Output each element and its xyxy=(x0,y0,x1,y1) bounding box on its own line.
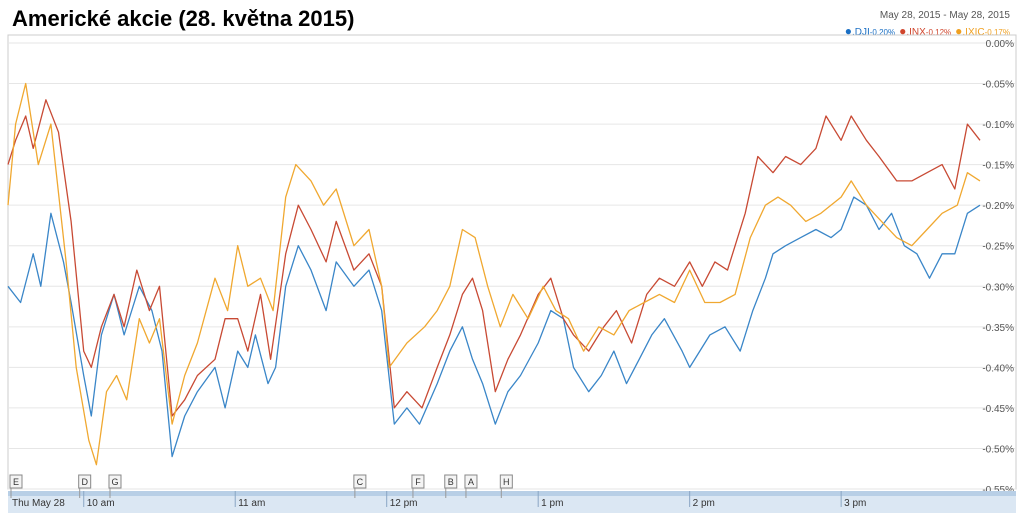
legend-dot-icon: ● xyxy=(899,24,907,38)
legend: ●.DJI-0.20% ●.INX-0.12% ●.IXIC-0.17% xyxy=(841,24,1010,38)
flag-box[interactable] xyxy=(464,474,478,489)
flag-box[interactable] xyxy=(411,474,425,489)
x-tick-label: 2 pm xyxy=(693,498,715,509)
y-tick-label: 0.00% xyxy=(986,39,1014,50)
flag-box[interactable] xyxy=(499,474,513,489)
y-tick-label: -0.45% xyxy=(982,404,1014,415)
flag-label[interactable]: B xyxy=(448,477,454,487)
time-axis-band xyxy=(8,491,1016,513)
x-tick-label: 1 pm xyxy=(541,498,563,509)
flag-label[interactable]: C xyxy=(357,477,364,487)
y-tick-label: -0.55% xyxy=(982,485,1014,496)
legend-series-name: .DJI xyxy=(851,27,870,38)
series-line-ixic xyxy=(7,82,981,466)
legend-series-change: -0.17% xyxy=(984,28,1010,37)
flag-box[interactable] xyxy=(78,474,92,489)
flag-label[interactable]: D xyxy=(81,477,88,487)
y-tick-label: -0.20% xyxy=(982,201,1014,212)
y-tick-label: -0.40% xyxy=(982,363,1014,374)
y-tick-label: -0.35% xyxy=(982,323,1014,334)
x-tick-label: Thu May 28 xyxy=(12,498,65,509)
flag-label[interactable]: F xyxy=(415,477,421,487)
series-line-dji xyxy=(7,196,981,458)
legend-item-inx[interactable]: ●.INX-0.12% xyxy=(899,24,952,38)
date-range-to: May 28, 2015 xyxy=(949,10,1010,21)
y-tick-label: -0.25% xyxy=(982,242,1014,253)
legend-series-change: -0.12% xyxy=(925,28,952,37)
flag-label[interactable]: G xyxy=(111,477,118,487)
flag-box[interactable] xyxy=(9,474,23,489)
legend-dot-icon: ● xyxy=(844,24,852,38)
plot-frame xyxy=(7,34,1017,490)
y-tick-label: -0.50% xyxy=(982,444,1014,455)
flag-label[interactable]: E xyxy=(13,477,19,487)
legend-series-change: -0.20% xyxy=(869,28,896,37)
date-range-separator: - xyxy=(943,10,947,21)
date-range-from: May 28, 2015 xyxy=(879,10,941,21)
x-tick-label: 3 pm xyxy=(844,498,866,509)
date-range: May 28, 2015 - May 28, 2015 xyxy=(880,10,1010,21)
y-tick-label: -0.15% xyxy=(982,161,1014,172)
legend-item-ixic[interactable]: ●.IXIC-0.17% xyxy=(955,24,1010,38)
y-tick-label: -0.05% xyxy=(982,80,1014,91)
flag-box[interactable] xyxy=(444,474,458,489)
legend-series-name: .INX xyxy=(906,27,926,38)
x-tick-label: 12 pm xyxy=(390,498,418,509)
flag-label[interactable]: A xyxy=(468,477,474,487)
series-line-inx xyxy=(7,99,981,417)
time-axis-band-top xyxy=(8,491,1016,496)
legend-series-name: .IXIC xyxy=(962,27,985,38)
x-tick-label: 10 am xyxy=(87,498,115,509)
y-tick-label: -0.30% xyxy=(982,282,1014,293)
flag-box[interactable] xyxy=(108,474,122,489)
flag-box[interactable] xyxy=(353,474,367,489)
legend-dot-icon: ● xyxy=(955,24,963,38)
y-tick-label: -0.10% xyxy=(982,120,1014,131)
legend-item-dji[interactable]: ●.DJI-0.20% xyxy=(844,24,896,38)
flag-label[interactable]: H xyxy=(503,477,510,487)
chart-title: Americké akcie (28. května 2015) xyxy=(12,6,355,31)
x-tick-label: 11 am xyxy=(238,498,265,509)
